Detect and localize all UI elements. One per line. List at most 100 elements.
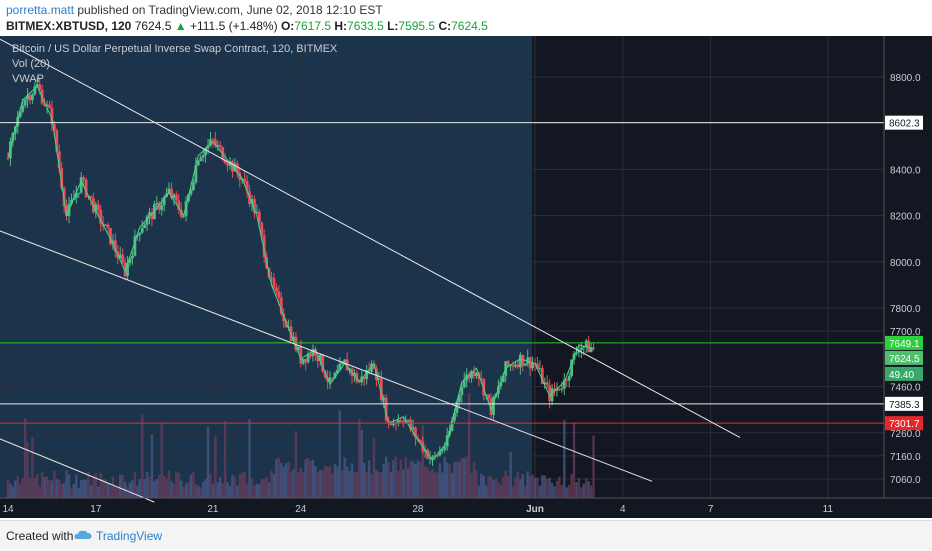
- candle-body: [48, 104, 51, 108]
- candle-body: [304, 358, 308, 363]
- chart-svg[interactable]: 7060.0 7160.0 7260.0 7460.0 7700.0 7800.0 8000…: [0, 36, 932, 518]
- volume-bar: [416, 460, 420, 498]
- volume-bar: [316, 472, 320, 498]
- price-label: 7385.3: [889, 400, 920, 411]
- candle-body: [592, 347, 595, 349]
- volume-bar: [463, 458, 466, 498]
- volume-bar: [131, 480, 134, 498]
- volume-bar: [541, 475, 544, 498]
- candle-body: [340, 362, 344, 364]
- volume-bar: [511, 486, 515, 498]
- volume-bar: [372, 438, 376, 498]
- candle-body: [345, 359, 349, 371]
- tradingview-cloud-icon: [74, 530, 92, 539]
- candle-body: [550, 388, 554, 402]
- candle-body: [528, 357, 532, 369]
- volume-bar: [89, 485, 93, 498]
- author-link[interactable]: porretta.matt: [6, 3, 75, 17]
- volume-bar: [543, 475, 546, 498]
- volume-bar: [531, 474, 534, 498]
- volume-bar: [414, 463, 417, 498]
- candle-body: [331, 377, 334, 379]
- candle-body: [301, 358, 305, 364]
- candle-body: [311, 349, 315, 357]
- price-label: 7301.7: [889, 419, 920, 430]
- volume-bar: [467, 393, 471, 498]
- candle-body: [282, 313, 286, 322]
- volume-bar: [150, 434, 154, 498]
- volume-bar: [153, 480, 156, 498]
- candle-body: [584, 340, 588, 347]
- vwap-line: [7, 85, 594, 462]
- volume-bar: [148, 476, 151, 498]
- volume-bar: [53, 470, 56, 498]
- price-label-bg: [885, 396, 923, 411]
- candle-body: [406, 420, 410, 422]
- volume-bar: [555, 480, 559, 498]
- candle-body: [514, 364, 517, 367]
- candle-body: [245, 181, 249, 192]
- candle-body: [431, 456, 434, 459]
- volume-bar: [104, 479, 107, 498]
- volume-bar: [184, 483, 188, 498]
- volume-bar: [589, 485, 593, 498]
- volume-bar: [375, 469, 378, 498]
- candle-body: [45, 104, 49, 106]
- candle-body: [52, 124, 56, 131]
- volume-bar: [48, 479, 51, 498]
- volume-bar: [241, 472, 244, 498]
- price-label: 7649.1: [889, 339, 920, 350]
- footer: Created with TradingView: [0, 520, 932, 551]
- candle-body: [60, 168, 64, 189]
- volume-bar: [465, 456, 468, 498]
- candle-body: [99, 209, 103, 224]
- y-tick-label: 8400.0: [890, 165, 921, 176]
- price-label: 49.40: [889, 370, 914, 381]
- candle-body: [555, 388, 559, 391]
- volume-bar: [155, 478, 159, 498]
- volume-bar: [365, 472, 368, 498]
- volume-bar: [360, 430, 363, 498]
- volume-bar: [177, 473, 180, 498]
- change-arrow: ▲: [174, 19, 187, 33]
- candle-body: [306, 353, 310, 363]
- tradingview-brand[interactable]: TradingView: [96, 529, 163, 543]
- candle-body: [299, 346, 303, 364]
- candle-body: [223, 159, 227, 164]
- candle-body: [194, 165, 198, 183]
- volume-bar: [582, 483, 585, 498]
- candle-body: [562, 379, 566, 389]
- candle-body: [279, 297, 283, 314]
- volume-bar: [121, 475, 124, 498]
- volume-bar: [189, 474, 193, 498]
- candle-body: [43, 103, 46, 106]
- volume-bar: [475, 470, 478, 498]
- low-label: L:: [387, 19, 399, 33]
- candle-body: [121, 254, 125, 263]
- volume-bar: [255, 483, 259, 498]
- candle-body: [55, 130, 59, 152]
- volume-bar: [223, 420, 227, 498]
- candle-body: [216, 145, 220, 147]
- volume-bar: [426, 467, 429, 498]
- price-label-bg: [885, 366, 923, 381]
- candle-body: [209, 139, 212, 146]
- volume-bar: [585, 478, 588, 498]
- volume-bar: [553, 486, 556, 498]
- last-price: 7624.5: [134, 19, 172, 33]
- chart-area[interactable]: 7060.0 7160.0 7260.0 7460.0 7700.0 7800.0 8000…: [0, 36, 932, 518]
- volume-bar: [348, 470, 351, 498]
- candle-body: [472, 371, 476, 377]
- candle-body: [436, 455, 439, 457]
- candle-body: [428, 458, 432, 460]
- volume-bar: [592, 435, 595, 498]
- candle-body: [450, 420, 454, 431]
- candle-body: [192, 182, 195, 191]
- volume-bar: [97, 486, 100, 498]
- volume-bar: [492, 480, 495, 498]
- volume-bar: [455, 461, 459, 498]
- volume-bar: [526, 471, 529, 498]
- candle-body: [133, 236, 137, 256]
- candle-body: [321, 354, 325, 372]
- candle-body: [570, 359, 573, 376]
